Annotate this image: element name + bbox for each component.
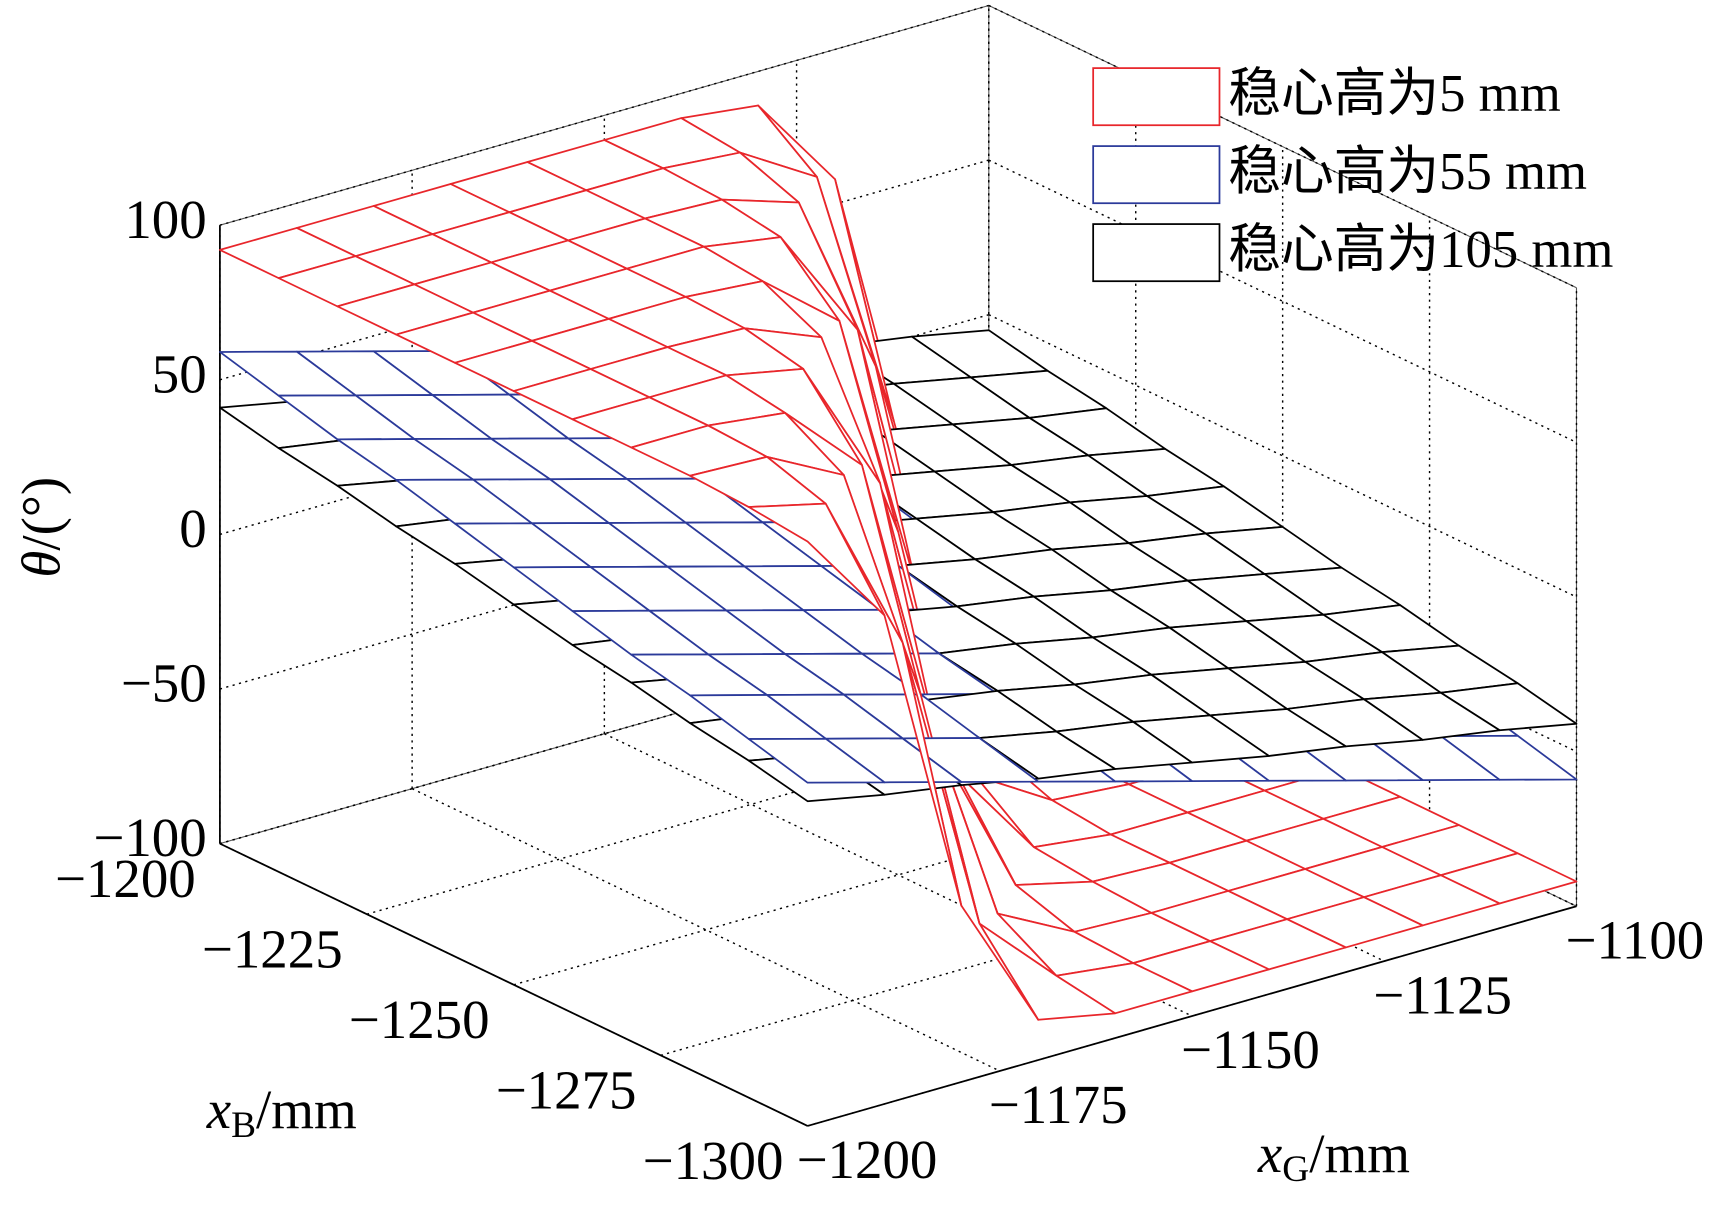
x-tick-label: −1150: [1181, 1019, 1320, 1080]
legend-swatch: [1092, 145, 1221, 205]
y-tick-label: −1250: [349, 989, 490, 1050]
surfaces: [219, 104, 1578, 1021]
box-edge: [988, 4, 1577, 289]
y-tick-label: −1300: [643, 1130, 784, 1191]
y-tick-label: −1200: [55, 848, 196, 909]
z-axis-label-part: θ: [10, 551, 71, 578]
axis-line: [219, 842, 808, 1127]
grid-line: [219, 159, 990, 381]
x-tick-label: −1175: [989, 1074, 1128, 1135]
x-axis-label-part: G: [1282, 1149, 1309, 1190]
y-axis-label-part: /mm: [256, 1079, 357, 1140]
legend-label: 稳心高为5 mm: [1228, 65, 1560, 123]
legend-swatch: [1092, 223, 1221, 283]
x-tick-label: −1125: [1373, 964, 1512, 1025]
z-axis-label: θ/(°): [10, 477, 71, 578]
mesh-cell: [747, 502, 886, 617]
z-tick-label: 100: [124, 189, 206, 250]
z-axis-label-part: /(°): [10, 477, 71, 551]
grid-line: [219, 4, 990, 226]
z-tick-label: 0: [179, 498, 206, 559]
x-tick-label: −1200: [797, 1129, 938, 1190]
z-tick-label: −100: [93, 807, 206, 868]
x-axis-label: xG/mm: [1257, 1122, 1410, 1189]
x-axis-label-part: x: [1257, 1122, 1282, 1183]
y-tick-label: −1275: [496, 1060, 637, 1121]
x-axis-label-part: /mm: [1309, 1122, 1410, 1183]
legend-label: 稳心高为55 mm: [1228, 143, 1587, 201]
grid-line: [411, 788, 1001, 1072]
grid-line: [807, 905, 1577, 1127]
y-axis-label-part: x: [206, 1079, 231, 1140]
z-tick-label: −50: [121, 653, 207, 714]
y-tick-label: −1225: [202, 918, 343, 979]
legend: 稳心高为5 mm 稳心高为55 mm 稳心高为105 mm: [1092, 65, 1613, 283]
legend-label: 稳心高为105 mm: [1228, 221, 1613, 279]
legend-swatch: [1092, 67, 1221, 127]
x-tick-label: −1100: [1566, 909, 1705, 970]
y-axis-label-part: B: [231, 1105, 256, 1146]
y-axis-label: xB/mm: [206, 1079, 357, 1146]
z-tick-label: 50: [152, 343, 207, 404]
mesh-cell: [747, 737, 886, 784]
axis-labels: −100 −50 0 50 100 −1200 −1175 −1150 −1125 −1100 −1…: [10, 189, 1704, 1191]
